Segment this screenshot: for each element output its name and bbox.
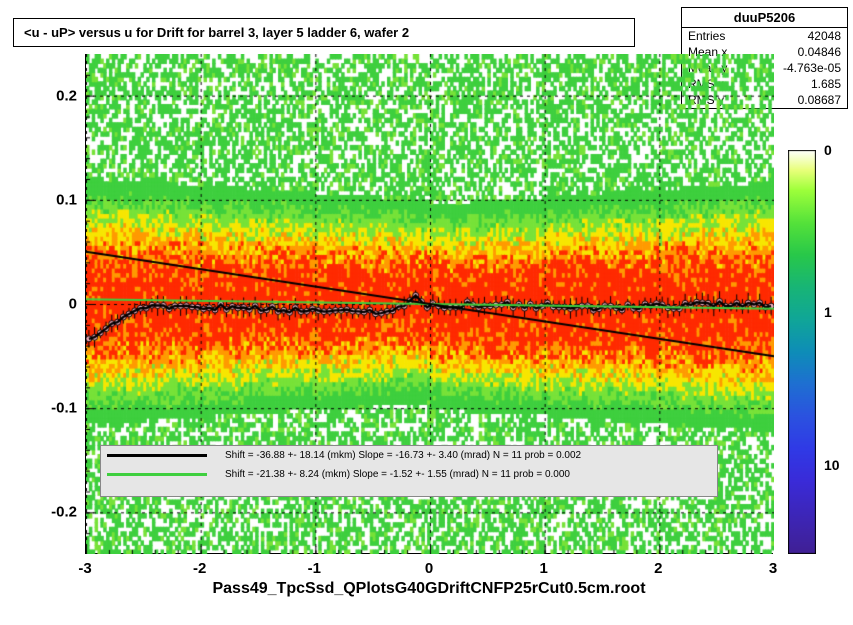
- colorbar: [788, 150, 816, 554]
- y-tick-label: 0.2: [35, 87, 77, 104]
- y-tick-label: 0: [35, 296, 77, 313]
- plot-title: <u - uP> versus u for Drift for barrel 3…: [13, 18, 635, 47]
- colorbar-tick-label: 0: [824, 142, 832, 158]
- x-tick-label: 3: [769, 560, 777, 577]
- fit-legend: Shift = -36.88 +- 18.14 (mkm) Slope = -1…: [100, 445, 718, 497]
- y-tick-label: 0.1: [35, 191, 77, 208]
- x-tick-label: -2: [193, 560, 206, 577]
- x-tick-label: 2: [654, 560, 662, 577]
- stat-meany: -4.763e-05: [783, 61, 841, 75]
- x-tick-label: 1: [539, 560, 547, 577]
- fit-text-black: Shift = -36.88 +- 18.14 (mkm) Slope = -1…: [225, 450, 581, 461]
- stat-entries-label: Entries: [688, 29, 725, 43]
- stat-rmsx: 1.685: [811, 77, 841, 91]
- fit-sample-black: [107, 454, 207, 457]
- stats-name: duuP5206: [682, 8, 847, 28]
- y-tick-label: -0.1: [35, 400, 77, 417]
- x-tick-label: -1: [308, 560, 321, 577]
- fit-sample-green: [107, 473, 207, 476]
- colorbar-tick-label: 1: [824, 304, 832, 320]
- fit-row-green: Shift = -21.38 +- 8.24 (mkm) Slope = -1.…: [101, 465, 717, 484]
- stat-rmsy: 0.08687: [798, 93, 841, 107]
- stat-meanx: 0.04846: [798, 45, 841, 59]
- x-tick-label: -3: [78, 560, 91, 577]
- fit-row-black: Shift = -36.88 +- 18.14 (mkm) Slope = -1…: [101, 446, 717, 465]
- y-tick-label: -0.2: [35, 504, 77, 521]
- x-axis-label: Pass49_TpcSsd_QPlotsG40GDriftCNFP25rCut0…: [85, 580, 773, 598]
- fit-text-green: Shift = -21.38 +- 8.24 (mkm) Slope = -1.…: [225, 469, 570, 480]
- stat-entries: 42048: [808, 29, 841, 43]
- x-tick-label: 0: [425, 560, 433, 577]
- colorbar-tick-label: 10: [824, 457, 840, 473]
